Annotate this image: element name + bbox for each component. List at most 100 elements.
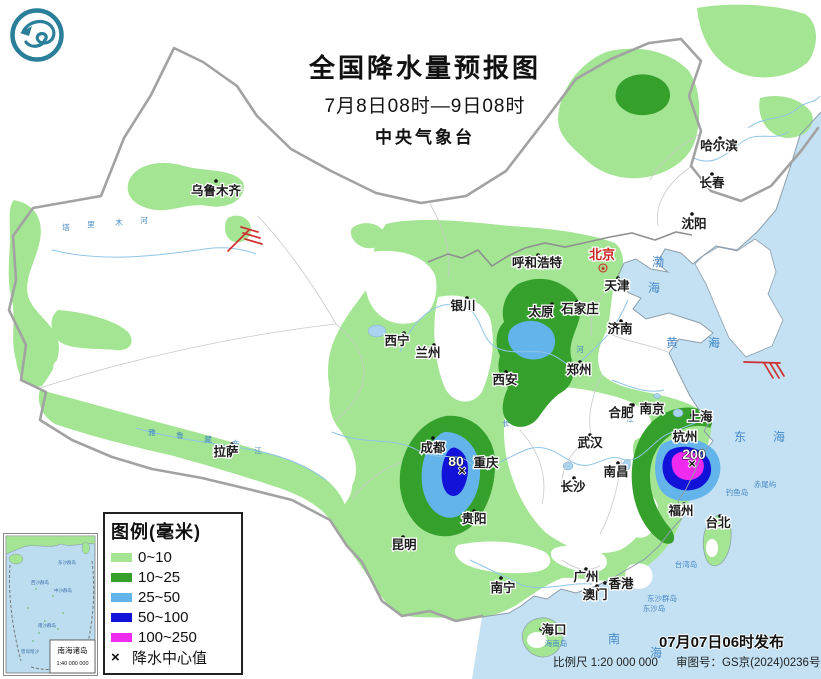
issue-time-label: 07月07日06时发布 (659, 634, 785, 651)
map-scale-label: 比例尺 1:20 000 000 (553, 657, 658, 669)
inset-island-dots (27, 588, 64, 642)
great-wall-line (427, 231, 693, 268)
city-label: 银川 (450, 298, 475, 313)
sea-asterisk-marker: ✳ (709, 339, 716, 348)
city-dot-marker (536, 253, 540, 257)
river-label: 塔 (62, 222, 70, 232)
precip-center-x-marker: × (688, 456, 696, 471)
inset-label: 曾母暗沙 (21, 648, 39, 655)
precip-center-values: 80×200× (448, 446, 707, 479)
city-label: 乌鲁木齐 (191, 183, 242, 198)
island-label: 台湾岛 (675, 559, 698, 569)
city-label: 成都 (420, 440, 446, 455)
inset-taiwan (81, 542, 90, 555)
city-济南: 济南 (606, 319, 634, 337)
legend-item: 100~250 (111, 627, 241, 647)
inset-label: 东沙群岛 (58, 559, 76, 566)
city-label: 长春 (699, 175, 725, 190)
legend-item: 10~25 (111, 567, 241, 587)
river-label: 木 (115, 217, 123, 227)
city-label: 武汉 (577, 435, 603, 450)
river-label: 长 (502, 418, 510, 428)
legend-swatch-1 (111, 572, 132, 582)
city-label: 南昌 (603, 464, 628, 479)
inset-label-box (49, 639, 96, 674)
sea-label: 海 (650, 645, 662, 660)
river-name-labels: 塔里木河雅鲁藏布江河长江 (62, 216, 634, 455)
legend-swatch-2 (111, 592, 132, 602)
city-label: 香港 (607, 576, 634, 591)
city-label: 石家庄 (560, 301, 599, 316)
inset-title: 南海诸岛 (58, 645, 88, 655)
city-哈尔滨: 哈尔滨 (699, 136, 739, 154)
city-dot-marker (401, 535, 405, 539)
precip-center-value: 80 (448, 453, 464, 469)
city-香港: 香港 (603, 575, 635, 592)
city-太原: 太原 (527, 302, 555, 320)
city-dot-marker (584, 567, 588, 571)
city-dot-marker (619, 319, 623, 323)
title-block: 全国降水量预报图 7月8日08时—9日08时 中央气象台 (270, 48, 580, 148)
city-南京: 南京 (631, 400, 666, 417)
precip-center-80: 80× (448, 453, 467, 479)
city-dot-marker (631, 403, 635, 407)
city-label: 太原 (528, 304, 554, 319)
city-dot-marker (465, 296, 469, 300)
city-西安: 西安 (491, 370, 519, 388)
city-dot-marker (682, 502, 686, 506)
city-dot-marker (214, 179, 218, 183)
city-沈阳: 沈阳 (680, 212, 708, 232)
city-dot-marker (539, 627, 543, 631)
city-dot-marker (402, 331, 406, 335)
legend-label: 100~250 (138, 628, 197, 646)
city-石家庄: 石家庄 (559, 300, 601, 318)
river-label: 里 (87, 220, 95, 229)
city-label: 上海 (687, 409, 713, 424)
national-border (7, 37, 820, 623)
river-label: 藏 (204, 434, 212, 444)
city-福州: 福州 (666, 502, 695, 520)
city-南昌: 南昌 (602, 461, 630, 480)
river-label: 布 (232, 438, 240, 448)
city-昆明: 昆明 (390, 535, 418, 553)
island-label: 东沙群岛 (647, 593, 677, 603)
coastline (481, 111, 821, 618)
island-label: 赤尾屿 (754, 480, 777, 489)
lakes (367, 324, 684, 473)
legend-swatch-4 (111, 632, 132, 642)
city-贵阳: 贵阳 (460, 509, 488, 527)
city-广州: 广州 (572, 567, 600, 585)
legend-item: 50~100 (111, 607, 241, 627)
sea-label: 海 (648, 280, 660, 295)
city-呼和浩特: 呼和浩特 (511, 253, 564, 271)
precip-center-x-marker: × (458, 463, 466, 478)
city-label: 广州 (573, 569, 598, 584)
river-label: 江 (626, 414, 634, 423)
city-北京: ★ 北京 (588, 246, 617, 273)
island-label: 海南岛 (545, 638, 568, 648)
city-dot-marker (499, 576, 503, 580)
inset-mainland-coast (5, 535, 96, 555)
city-label: 南宁 (490, 580, 515, 595)
city-兰州: 兰州 (414, 343, 442, 361)
sea-label: 东 (734, 430, 746, 444)
city-武汉: 武汉 (576, 433, 604, 451)
sea-label: 南 (608, 631, 620, 646)
city-dot-marker (575, 300, 579, 304)
precip-center-200: 200× (682, 446, 706, 472)
city-长春: 长春 (698, 172, 726, 191)
city-dot-marker (431, 436, 435, 440)
city-label: 天津 (604, 278, 630, 293)
precip-level5-areas (671, 451, 704, 481)
legend-swatch-0 (111, 552, 132, 562)
city-dot-marker (230, 442, 234, 446)
city-label: 合肥 (608, 405, 634, 420)
korea-peninsula (694, 238, 784, 358)
river-label: 雅 (148, 427, 156, 437)
city-label: 杭州 (672, 429, 697, 444)
inset-label: 中沙群岛 (54, 587, 72, 594)
